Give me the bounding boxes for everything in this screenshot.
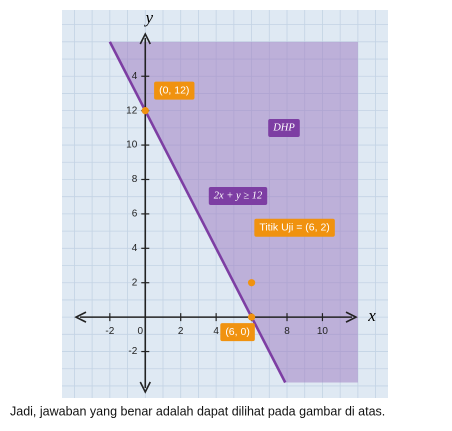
y-arrow — [139, 32, 151, 45]
y-tick-label: 4 — [132, 71, 138, 82]
inequality-label-box — [208, 187, 268, 205]
x-tick-label: 2 — [178, 326, 184, 337]
x-axis-label: x — [367, 306, 376, 325]
x-tick-label: 8 — [284, 326, 290, 337]
x-arrow-left — [74, 311, 87, 323]
y-axis-label: y — [143, 8, 153, 27]
y-arrow-bottom — [139, 381, 151, 394]
y-tick-label: 8 — [132, 174, 138, 185]
point — [247, 279, 256, 287]
y-tick-label: 4 — [132, 243, 138, 254]
point — [247, 313, 256, 321]
x-tick-label: 4 — [213, 326, 219, 337]
region-label-box — [268, 119, 300, 137]
point-label: Titik Uji = (6, 2) — [259, 221, 330, 233]
x-tick-label: 0 — [137, 326, 143, 337]
point-label-box — [154, 81, 195, 100]
y-tick-label: 6 — [132, 209, 138, 220]
boundary-line — [108, 41, 287, 384]
caption: Jadi, jawaban yang benar adalah dapat di… — [10, 404, 385, 418]
inequality-label: 2x + y ≥ 12 — [214, 190, 263, 201]
y-tick-label: 2 — [132, 277, 138, 288]
point-label-box — [220, 323, 255, 342]
point — [141, 107, 149, 115]
y-tick-label: -2 — [128, 346, 137, 357]
y-tick-label: 12 — [126, 105, 138, 116]
x-tick-label: -2 — [105, 326, 114, 337]
point-label: (0, 12) — [159, 84, 189, 96]
region-label: DHP — [272, 122, 295, 133]
point-label-box — [254, 218, 335, 237]
point-label: (6, 0) — [225, 326, 250, 338]
x-arrow — [345, 311, 358, 323]
x-tick-label: 10 — [317, 326, 329, 337]
y-tick-label: 10 — [126, 140, 138, 151]
